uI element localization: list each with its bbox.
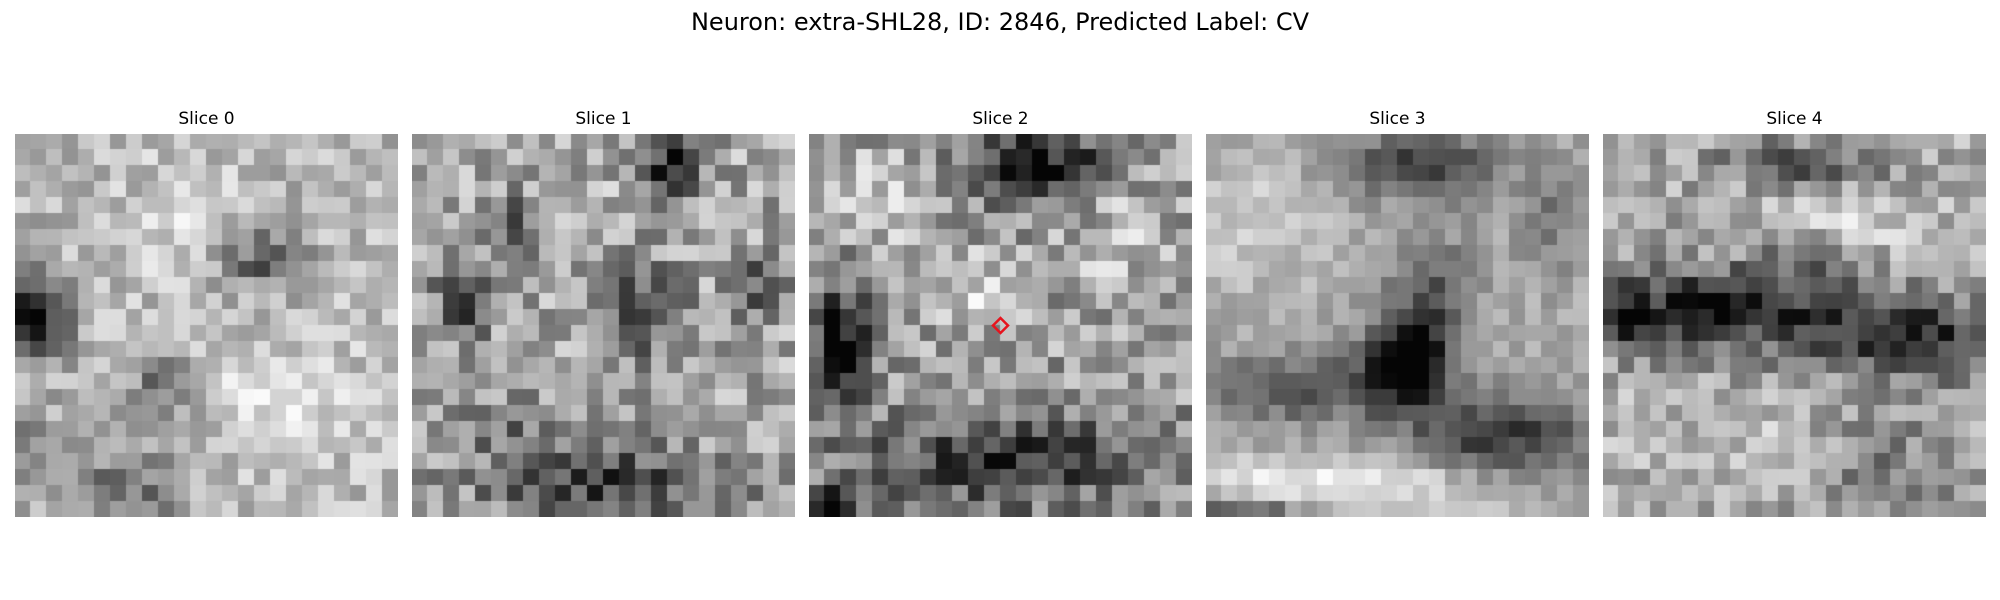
slice-title-0: Slice 0 bbox=[178, 109, 235, 129]
slice-title-3: Slice 3 bbox=[1369, 109, 1426, 129]
center-marker bbox=[991, 316, 1010, 335]
slice-image-3 bbox=[1206, 134, 1589, 517]
slice-image-1 bbox=[412, 134, 795, 517]
slice-image-2 bbox=[809, 134, 1192, 517]
slice-title-2: Slice 2 bbox=[972, 109, 1029, 129]
diamond-marker-icon bbox=[991, 316, 1010, 335]
slice-title-1: Slice 1 bbox=[575, 109, 632, 129]
slice-image-0 bbox=[15, 134, 398, 517]
slice-title-4: Slice 4 bbox=[1766, 109, 1823, 129]
figure-suptitle: Neuron: extra-SHL28, ID: 2846, Predicted… bbox=[690, 8, 1310, 36]
slice-image-4 bbox=[1603, 134, 1986, 517]
